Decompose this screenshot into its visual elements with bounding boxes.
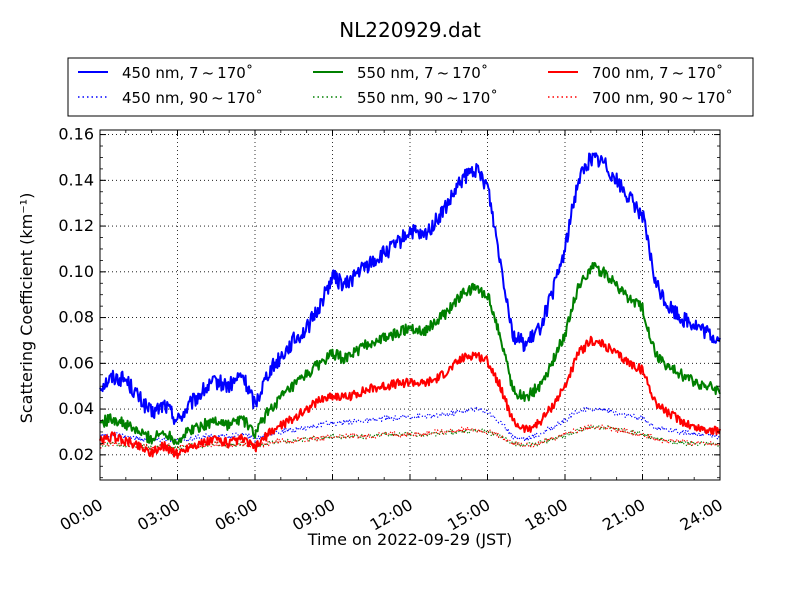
- y-tick-label: 0.02: [58, 445, 94, 464]
- x-tick-label: 21:00: [599, 495, 648, 535]
- ticks: 00:00 03:00 06:00 09:00 12:00 15:00 18:00 21:00…: [57, 125, 726, 535]
- x-tick-label: 12:00: [367, 495, 416, 535]
- x-tick-label: 09:00: [289, 495, 338, 535]
- legend: 450 nm, 7 ~ 170˚ 550 nm, 7 ~ 170˚ 700 nm, …: [67, 57, 754, 117]
- legend-box: [67, 57, 754, 117]
- x-axis-label: Time on 2022-09-29 (JST): [307, 530, 512, 549]
- x-tick-label: 00:00: [57, 495, 106, 535]
- x-tick-label: 18:00: [522, 495, 571, 535]
- x-tick-label: 15:00: [444, 495, 493, 535]
- y-tick-label: 0.12: [58, 216, 94, 235]
- legend-label: 700 nm, 7 ~ 170˚: [592, 64, 723, 82]
- legend-label: 550 nm, 7 ~ 170˚: [357, 64, 488, 82]
- legend-label: 700 nm, 90 ~ 170˚: [592, 89, 733, 107]
- series-line: [99, 262, 721, 446]
- x-tick-label: 06:00: [212, 495, 261, 535]
- legend-label: 550 nm, 90 ~ 170˚: [357, 89, 498, 107]
- y-axis-label: Scattering Coefficient (km⁻¹): [17, 193, 36, 424]
- legend-label: 450 nm, 90 ~ 170˚: [122, 89, 263, 107]
- legend-label: 450 nm, 7 ~ 170˚: [122, 64, 253, 82]
- series-line: [99, 335, 721, 460]
- series-layer: [99, 152, 721, 460]
- y-tick-label: 0.10: [58, 262, 94, 281]
- y-tick-label: 0.08: [58, 308, 94, 327]
- y-tick-label: 0.06: [58, 353, 94, 372]
- series-line: [99, 406, 721, 444]
- x-tick-label: 03:00: [134, 495, 183, 535]
- y-tick-label: 0.14: [58, 170, 94, 189]
- series-line: [99, 152, 721, 426]
- chart-title: NL220929.dat: [339, 18, 481, 42]
- y-tick-label: 0.04: [58, 399, 94, 418]
- y-tick-label: 0.16: [58, 125, 94, 144]
- x-tick-label: 24:00: [677, 495, 726, 535]
